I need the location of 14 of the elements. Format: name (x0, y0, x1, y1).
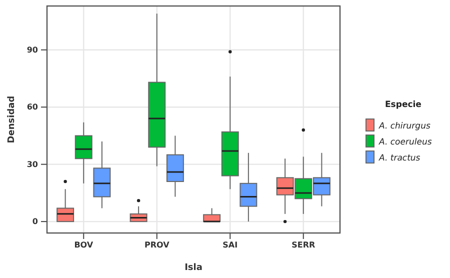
x-tick-label: BOV (74, 240, 94, 250)
x-tick-label: SAI (222, 240, 238, 250)
x-axis-title: Isla (184, 263, 202, 273)
y-axis-title: Densidad (7, 96, 17, 144)
x-tick-label: PROV (144, 240, 170, 250)
legend-label: A. tractus (378, 154, 421, 164)
y-tick-label: 60 (26, 102, 38, 112)
y-tick-label: 90 (26, 45, 38, 54)
legend-label: A. coeruleus (378, 138, 432, 148)
legend-title: Especie (385, 100, 422, 110)
y-tick-label: 30 (26, 160, 38, 169)
legend-label: A. chirurgus (378, 122, 431, 132)
x-tick-label: SERR (292, 240, 316, 250)
y-tick-label: 0 (32, 217, 38, 226)
